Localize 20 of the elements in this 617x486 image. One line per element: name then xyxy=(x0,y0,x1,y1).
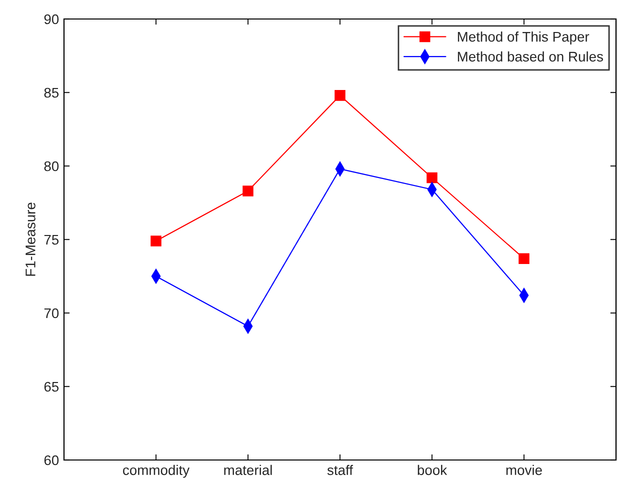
y-tick-label: 85 xyxy=(44,88,59,98)
y-axis-title: F1-Measure xyxy=(26,202,36,276)
point xyxy=(426,172,438,184)
y-tick-label: 65 xyxy=(44,382,59,392)
x-tick-label: material xyxy=(224,464,272,476)
y-tick-label: 90 xyxy=(44,14,59,24)
point xyxy=(518,253,530,264)
y-tick-label: 75 xyxy=(44,234,59,245)
legend-label: Method based on Rules xyxy=(458,51,604,62)
x-tick-label: commodity xyxy=(123,464,190,478)
x-tick-label: movie xyxy=(506,464,542,476)
x-tick-label: book xyxy=(418,464,448,476)
y-tick-label: 70 xyxy=(44,308,59,318)
point xyxy=(242,186,254,196)
y-tick-label: 60 xyxy=(44,455,59,466)
point xyxy=(334,90,346,101)
y-tick-label: 80 xyxy=(44,161,59,172)
x-tick-label: staff xyxy=(327,464,354,476)
point xyxy=(150,236,162,246)
legend-label: Method of This Paper xyxy=(458,32,590,44)
